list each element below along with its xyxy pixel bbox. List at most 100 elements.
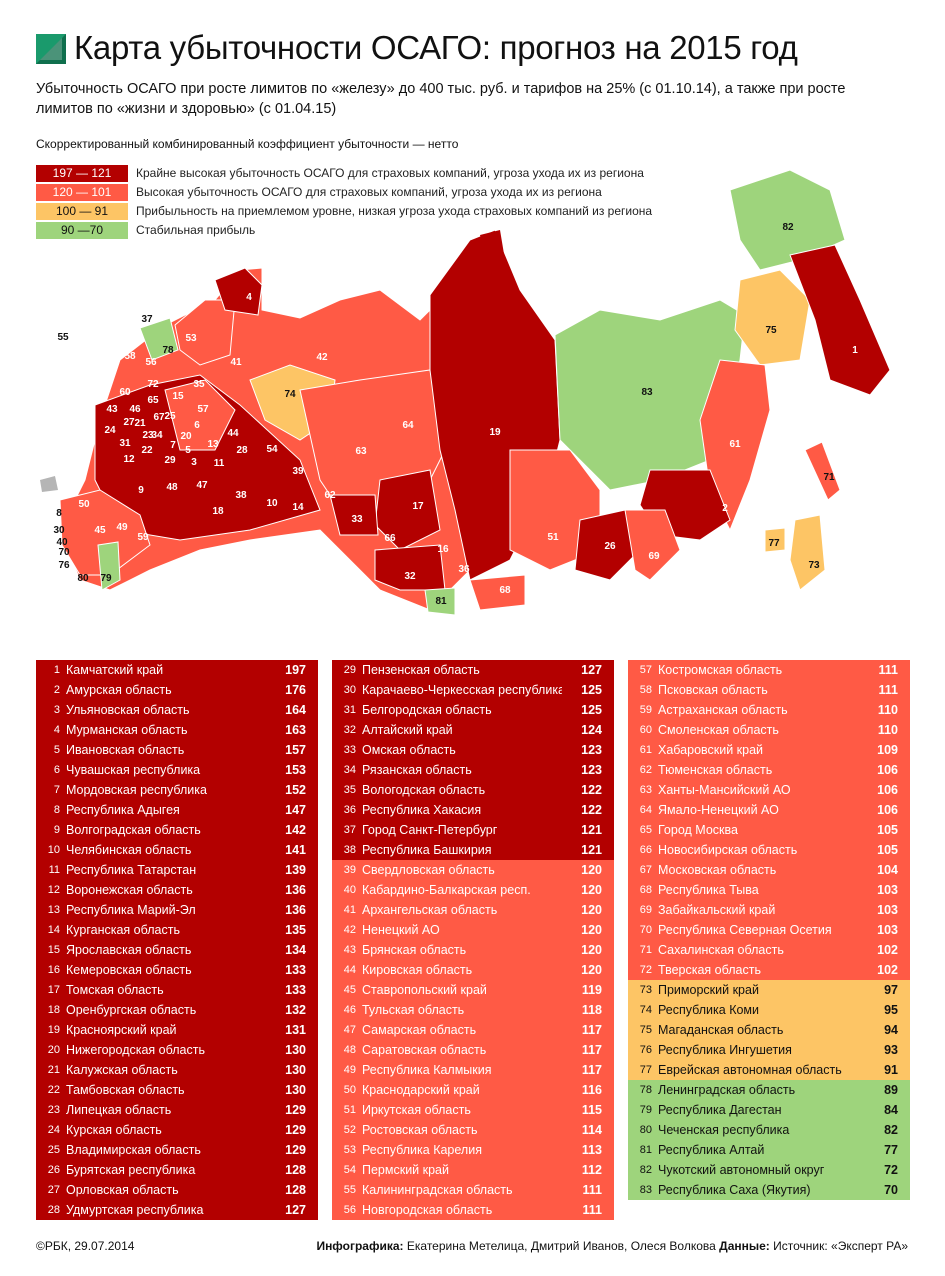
table-row-rank: 27 — [47, 1184, 60, 1196]
map-label: 57 — [197, 404, 209, 415]
table-row-value: 93 — [884, 1043, 898, 1057]
table-row-region: Мордовская республика — [66, 783, 207, 797]
table-row: 81 Республика Алтай 77 — [628, 1140, 910, 1160]
map-label: 6 — [194, 420, 200, 431]
table-row-region: Орловская область — [66, 1183, 179, 1197]
table-row-value: 113 — [581, 1143, 602, 1157]
table-row: 23 Липецкая область 129 — [36, 1100, 318, 1120]
table-row-value: 131 — [285, 1023, 306, 1037]
table-row-region: Бурятская республика — [66, 1163, 196, 1177]
table-row-region: Республика Алтай — [658, 1143, 765, 1157]
map-label: 42 — [316, 352, 328, 363]
legend-item: 100 — 91 Прибыльность на приемлемом уров… — [36, 202, 652, 220]
table-row-region: Ленинградская область — [658, 1083, 796, 1097]
map-region-kemerovo-altai — [374, 544, 446, 591]
table-row: 1 Камчатский край 197 — [36, 660, 318, 680]
table-row: 63 Ханты-Мансийский АО 106 — [628, 780, 910, 800]
map-label: 68 — [499, 585, 511, 596]
table-row-region: Ярославская область — [66, 943, 192, 957]
table-row-value: 129 — [285, 1123, 306, 1137]
map-label: 22 — [141, 445, 153, 456]
table-row-value: 103 — [877, 903, 898, 917]
table-row-value: 139 — [285, 863, 306, 877]
map-label: 23 — [142, 430, 154, 441]
table-row-value: 103 — [877, 923, 898, 937]
map-label: 46 — [129, 404, 141, 415]
table-row-rank: 49 — [343, 1064, 356, 1076]
table-row-region: Республика Дагестан — [658, 1103, 782, 1117]
table-row-rank: 35 — [343, 784, 356, 796]
table-row: 10 Челябинская область 141 — [36, 840, 318, 860]
table-row-value: 120 — [581, 923, 602, 937]
legend-swatch-dark-red: 197 — 121 — [36, 164, 128, 182]
table-row-rank: 33 — [343, 744, 356, 756]
table-row-value: 89 — [884, 1083, 898, 1097]
table-row-rank: 15 — [47, 944, 60, 956]
table-row-region: Камчатский край — [66, 663, 164, 677]
table-row-region: Томская область — [66, 983, 164, 997]
table-row: 80 Чеченская республика 82 — [628, 1120, 910, 1140]
table-row: 57 Костромская область 111 — [628, 660, 910, 680]
table-row-region: Псковская область — [658, 683, 768, 697]
table-row-value: 117 — [581, 1023, 602, 1037]
table-row-value: 104 — [877, 863, 898, 877]
table-row: 44 Кировская область 120 — [332, 960, 614, 980]
map-region-volga-light — [164, 379, 236, 451]
table-row: 56 Новгородская область 111 — [332, 1200, 614, 1220]
table-row-rank: 11 — [48, 864, 60, 876]
table-row: 69 Забайкальский край 103 — [628, 900, 910, 920]
table-row-value: 129 — [285, 1103, 306, 1117]
table-row-rank: 66 — [639, 844, 652, 856]
table-row-value: 141 — [285, 843, 306, 857]
map-label: 67 — [153, 412, 165, 423]
table-row-rank: 73 — [639, 984, 652, 996]
table-row-rank: 63 — [639, 784, 652, 796]
table-row-value: 119 — [581, 983, 602, 997]
table-row-value: 153 — [285, 763, 306, 777]
table-row: 7 Мордовская республика 152 — [36, 780, 318, 800]
table-row-region: Мурманская область — [66, 723, 188, 737]
table-row-value: 163 — [285, 723, 306, 737]
table-row-rank: 83 — [639, 1184, 652, 1196]
table-row-rank: 74 — [639, 1004, 652, 1016]
table-row-value: 105 — [877, 843, 898, 857]
map-label: 28 — [236, 445, 248, 456]
table-row-region: Хабаровский край — [658, 743, 764, 757]
map-label: 36 — [458, 564, 470, 575]
table-row-region: Ханты-Мансийский АО — [658, 783, 791, 797]
map-region-zabaikal — [624, 509, 681, 581]
map-label: 31 — [119, 438, 131, 449]
table-row-region: Нижегородская область — [66, 1043, 205, 1057]
table-row-region: Алтайский край — [362, 723, 453, 737]
table-row-region: Брянская область — [362, 943, 467, 957]
map-label: 37 — [141, 314, 153, 325]
table-row-rank: 58 — [639, 684, 652, 696]
table-row-value: 103 — [877, 883, 898, 897]
table-row-rank: 54 — [343, 1164, 356, 1176]
map-region-sakhalin — [804, 441, 841, 501]
table-row-region: Вологодская область — [362, 783, 486, 797]
table-row: 79 Республика Дагестан 84 — [628, 1100, 910, 1120]
table-row-region: Краснодарский край — [362, 1083, 480, 1097]
table-row: 49 Республика Калмыкия 117 — [332, 1060, 614, 1080]
legend-text: Высокая убыточность ОСАГО для страховых … — [136, 185, 602, 199]
map-label: 18 — [212, 506, 224, 517]
table-row-value: 129 — [285, 1143, 306, 1157]
table-row: 13 Республика Марий-Эл 136 — [36, 900, 318, 920]
map-region-buryatia — [574, 509, 641, 581]
table-row-region: Саратовская область — [362, 1043, 487, 1057]
map-label: 27 — [123, 417, 135, 428]
map-label: 19 — [489, 427, 501, 438]
map-label: 29 — [164, 455, 176, 466]
map-label: 70 — [58, 547, 70, 558]
table-row: 18 Оренбургская область 132 — [36, 1000, 318, 1020]
table-row-value: 128 — [285, 1183, 306, 1197]
table-row-rank: 23 — [47, 1104, 60, 1116]
table-row-rank: 77 — [639, 1064, 652, 1076]
table-row-value: 72 — [884, 1163, 898, 1177]
table-row: 37 Город Санкт-Петербург 121 — [332, 820, 614, 840]
table-row-value: 111 — [878, 663, 898, 677]
table-row-region: Республика Саха (Якутия) — [658, 1183, 811, 1197]
table-row-region: Ивановская область — [66, 743, 185, 757]
table-row: 21 Калужская область 130 — [36, 1060, 318, 1080]
